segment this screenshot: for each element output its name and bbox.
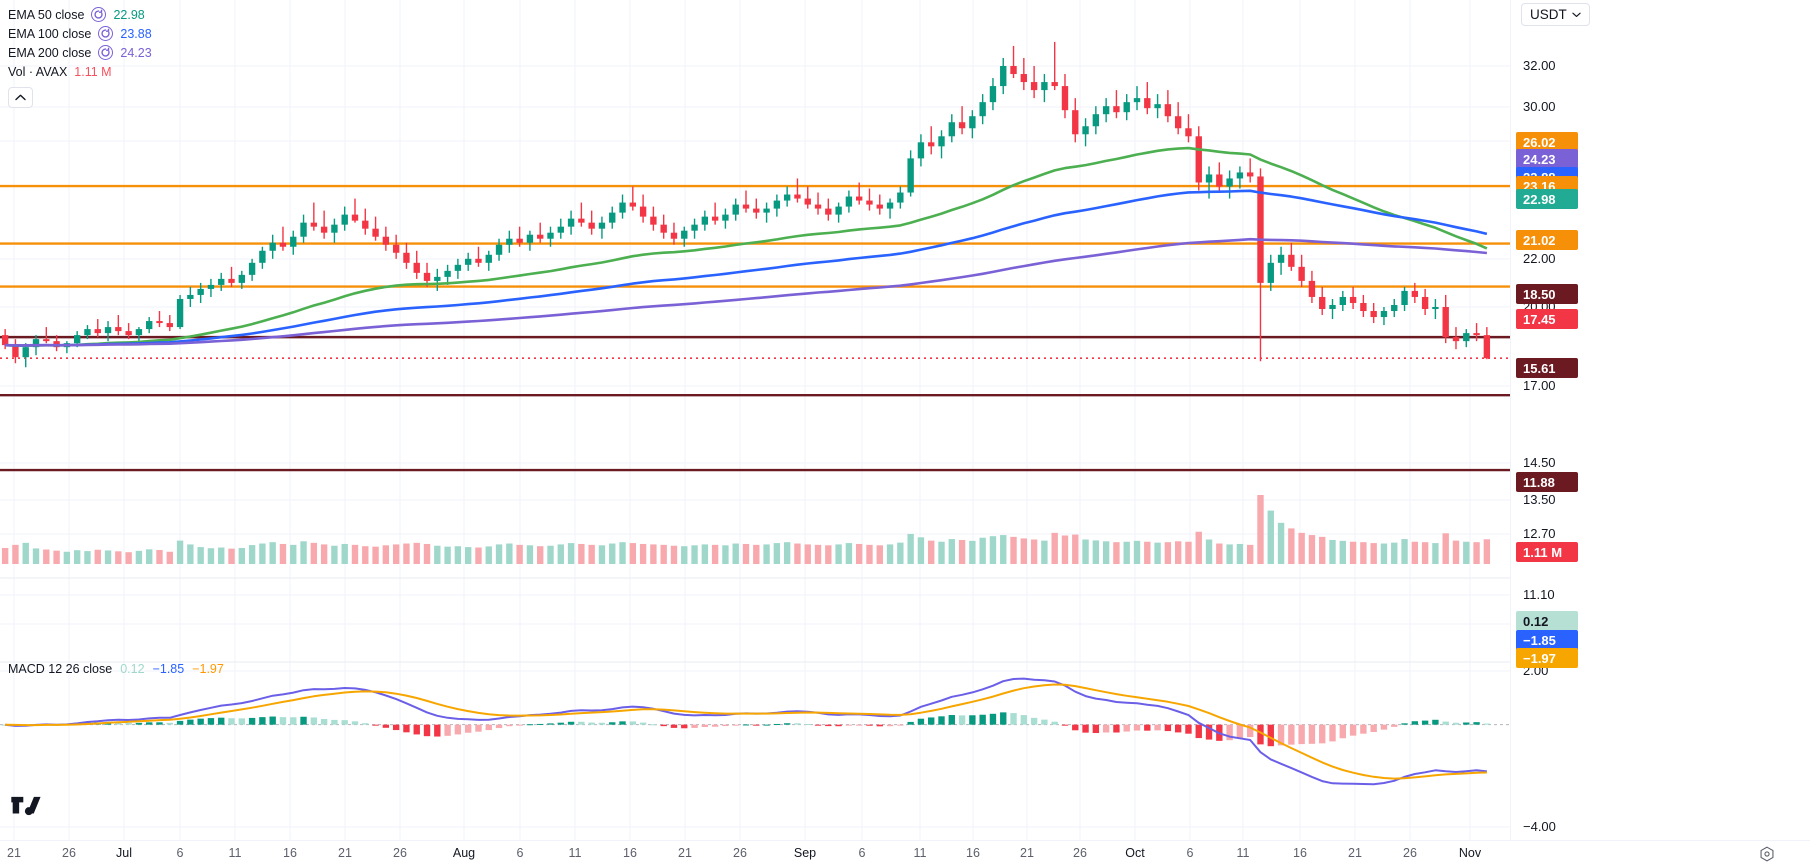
time-axis-tick: Oct bbox=[1125, 846, 1145, 860]
price-axis-badge[interactable]: −1.85 bbox=[1516, 630, 1578, 650]
time-axis-tick: 11 bbox=[1236, 846, 1250, 860]
reload-icon[interactable] bbox=[98, 45, 114, 60]
legend-title-volume: Vol · AVAX bbox=[8, 64, 68, 79]
reload-icon[interactable] bbox=[91, 7, 107, 22]
time-axis-tick: Jul bbox=[116, 846, 132, 860]
price-axis-badge[interactable]: 1.11 M bbox=[1516, 542, 1578, 562]
time-axis-tick: 16 bbox=[623, 846, 637, 860]
legend-value-ema100: 23.88 bbox=[120, 26, 152, 41]
time-axis-tick: 26 bbox=[1073, 846, 1087, 860]
price-axis-tick: 32.00 bbox=[1523, 58, 1556, 73]
price-axis-badge[interactable]: 26.02 bbox=[1516, 132, 1578, 152]
price-axis-tick: −4.00 bbox=[1523, 819, 1556, 834]
legend-value-ema50: 22.98 bbox=[113, 7, 145, 22]
time-axis-tick: 16 bbox=[1293, 846, 1307, 860]
legend-title-ema100: EMA 100 close bbox=[8, 26, 92, 41]
horizontal-levels-layer bbox=[0, 184, 1510, 472]
price-axis-badge[interactable]: 22.98 bbox=[1516, 189, 1578, 209]
time-axis[interactable]: 21 26 Jul 6 11 16 21 26 Aug 6 11 16 21 26 Sep 6 11 16 21 26… bbox=[0, 840, 1810, 866]
time-axis-tick: 26 bbox=[1403, 846, 1417, 860]
price-axis-badge[interactable]: 17.45 bbox=[1516, 309, 1578, 329]
price-axis-badge[interactable]: 18.50 bbox=[1516, 284, 1578, 304]
price-axis-tick: 12.70 bbox=[1523, 526, 1556, 541]
time-axis-tick: 21 bbox=[1348, 846, 1362, 860]
time-axis-tick: 26 bbox=[733, 846, 747, 860]
time-axis-tick: 6 bbox=[176, 846, 184, 860]
chevron-up-icon bbox=[15, 94, 26, 101]
volume-series bbox=[1, 495, 1491, 564]
price-pane bbox=[0, 0, 1510, 840]
reload-icon[interactable] bbox=[98, 26, 114, 41]
crosshair-eye-icon[interactable] bbox=[1758, 845, 1776, 863]
price-axis-badge[interactable]: 24.23 bbox=[1516, 149, 1578, 169]
collapse-legend-button[interactable] bbox=[8, 87, 33, 108]
time-axis-tick: 11 bbox=[913, 846, 927, 860]
time-axis-tick: Aug bbox=[452, 846, 476, 860]
ema-lines-layer bbox=[5, 146, 1488, 347]
time-axis-tick: Nov bbox=[1458, 846, 1482, 860]
grid-layer bbox=[0, 0, 1510, 840]
macd-legend[interactable]: MACD 12 26 close 0.12 −1.85 −1.97 bbox=[8, 662, 224, 676]
quote-currency-selector[interactable]: USDT bbox=[1521, 3, 1590, 26]
macd-legend-signal: −1.97 bbox=[192, 662, 224, 676]
time-axis-tick: 21 bbox=[7, 846, 21, 860]
legend-title-ema200: EMA 200 close bbox=[8, 45, 92, 60]
legend-row-ema50[interactable]: EMA 50 close 22.98 bbox=[8, 5, 152, 24]
price-axis-tick: 14.50 bbox=[1523, 455, 1556, 470]
tradingview-logo[interactable] bbox=[10, 795, 44, 819]
time-axis-tick: 21 bbox=[678, 846, 692, 860]
price-axis[interactable]: USDT 32.0030.0028.0022.0020.0017.0014.50… bbox=[1510, 0, 1810, 840]
legend-title-ema50: EMA 50 close bbox=[8, 7, 85, 22]
time-axis-tick: 26 bbox=[393, 846, 407, 860]
time-axis-tick: 11 bbox=[568, 846, 582, 860]
time-axis-tick: 21 bbox=[1020, 846, 1034, 860]
time-axis-tick: 11 bbox=[228, 846, 242, 860]
price-axis-tick: 30.00 bbox=[1523, 99, 1556, 114]
macd-legend-title: MACD 12 26 close bbox=[8, 662, 113, 676]
time-axis-tick: 16 bbox=[283, 846, 297, 860]
price-axis-tick: 13.50 bbox=[1523, 492, 1556, 507]
chart-legend: EMA 50 close 22.98 EMA 100 close 23.88 E… bbox=[8, 5, 152, 108]
price-axis-badge[interactable]: 21.02 bbox=[1516, 230, 1578, 250]
time-axis-tick: Sep bbox=[793, 846, 817, 860]
time-axis-tick: 6 bbox=[516, 846, 524, 860]
time-axis-tick: 6 bbox=[1186, 846, 1194, 860]
candlestick-series bbox=[1, 41, 1491, 368]
time-axis-tick: 16 bbox=[966, 846, 980, 860]
price-axis-badge[interactable]: −1.97 bbox=[1516, 648, 1578, 668]
legend-value-ema200: 24.23 bbox=[120, 45, 152, 60]
price-axis-tick: 22.00 bbox=[1523, 251, 1556, 266]
legend-row-volume[interactable]: Vol · AVAX 1.11 M bbox=[8, 62, 152, 81]
macd-legend-hist: 0.12 bbox=[120, 662, 145, 676]
legend-row-ema100[interactable]: EMA 100 close 23.88 bbox=[8, 24, 152, 43]
legend-value-volume: 1.11 M bbox=[74, 64, 112, 79]
time-axis-tick: 6 bbox=[858, 846, 866, 860]
price-axis-badge[interactable]: 11.88 bbox=[1516, 472, 1578, 492]
time-axis-tick: 26 bbox=[62, 846, 76, 860]
price-axis-badge[interactable]: 15.61 bbox=[1516, 358, 1578, 378]
macd-series bbox=[0, 677, 1510, 786]
price-axis-tick: 11.10 bbox=[1523, 587, 1555, 602]
macd-legend-macd: −1.85 bbox=[152, 662, 185, 676]
quote-currency-label: USDT bbox=[1530, 7, 1567, 22]
legend-row-ema200[interactable]: EMA 200 close 24.23 bbox=[8, 43, 152, 62]
price-axis-badge[interactable]: 0.12 bbox=[1516, 611, 1578, 631]
time-axis-tick: 21 bbox=[338, 846, 352, 860]
chevron-down-icon bbox=[1572, 12, 1581, 17]
price-axis-tick: 17.00 bbox=[1523, 378, 1556, 393]
